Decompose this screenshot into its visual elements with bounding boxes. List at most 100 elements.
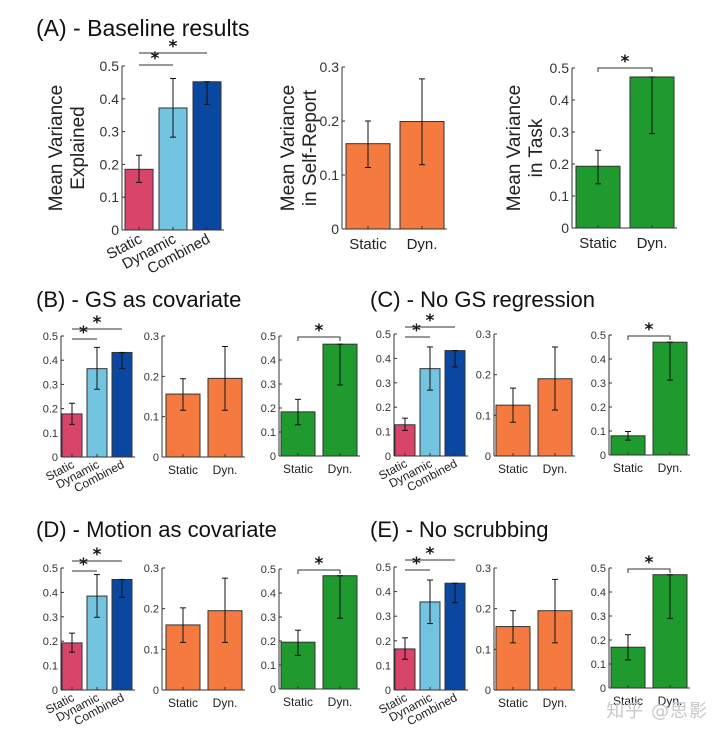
chart-c3-ytick-label: 0.1 bbox=[591, 426, 606, 438]
chart-a1-significance-star: * bbox=[151, 49, 160, 69]
chart-c3-ytick-label: 0.4 bbox=[591, 354, 606, 366]
chart-b1-ytick-label: 0.2 bbox=[43, 404, 58, 416]
chart-c1-significance-star: * bbox=[412, 321, 421, 341]
chart-c3-xtick-label: Dyn. bbox=[658, 461, 683, 475]
chart-b3-xtick-label: Dyn. bbox=[328, 462, 353, 476]
panel-a-title: (A) - Baseline results bbox=[36, 15, 250, 41]
chart-d1-ytick-label: 0 bbox=[52, 685, 58, 697]
chart-a2-ytick-label: 0.2 bbox=[320, 113, 340, 129]
chart-a1-ytick-label: 0.3 bbox=[100, 124, 120, 140]
chart-a3-xtick-label: Dyn. bbox=[637, 235, 668, 252]
chart-b3-xtick-label: Static bbox=[283, 462, 313, 476]
chart-d1-significance-star: * bbox=[79, 555, 88, 575]
chart-c1-significance-star: * bbox=[426, 311, 435, 331]
chart-a2-y-axis-label: in Self-Report bbox=[300, 89, 321, 206]
chart-a2-y-axis-label: Mean Variance bbox=[278, 85, 299, 211]
chart-b3-ytick-label: 0.2 bbox=[261, 403, 276, 415]
chart-d3-ytick-label: 0.4 bbox=[261, 588, 276, 600]
chart-d3-ytick-label: 0 bbox=[270, 684, 276, 696]
chart-c3-xtick-label: Static bbox=[613, 461, 643, 475]
chart-d2-ytick-label: 0.1 bbox=[144, 644, 159, 656]
chart-e3-significance-bracket bbox=[627, 568, 671, 573]
chart-a3-ytick-label: 0.5 bbox=[550, 60, 570, 76]
chart-a1-significance-star: * bbox=[169, 37, 178, 57]
chart-a2-xtick-label: Dyn. bbox=[407, 236, 438, 253]
chart-b1-ytick-label: 0.4 bbox=[43, 355, 58, 367]
chart-e2-ytick-label: 0.2 bbox=[476, 604, 491, 616]
chart-b1-significance-star: * bbox=[93, 313, 102, 333]
chart-a1-ytick-label: 0.2 bbox=[100, 156, 120, 172]
chart-a3-ytick-label: 0.4 bbox=[550, 92, 570, 108]
chart-d3-ytick-label: 0.1 bbox=[261, 660, 276, 672]
chart-d3-xtick-label: Static bbox=[283, 695, 313, 709]
chart-c2-ytick-label: 0.2 bbox=[476, 370, 491, 382]
chart-b3-significance-bracket bbox=[297, 336, 341, 341]
chart-b2-ytick-label: 0.2 bbox=[144, 371, 159, 383]
chart-b1-ytick-label: 0 bbox=[52, 452, 58, 464]
watermark: 知乎 @思影 bbox=[606, 701, 708, 722]
panel-e-title: (E) - No scrubbing bbox=[370, 517, 549, 542]
chart-a3-significance-star: * bbox=[621, 52, 630, 72]
chart-b1-significance-star: * bbox=[79, 323, 88, 343]
chart-a1-ytick-label: 0.4 bbox=[100, 91, 120, 107]
chart-b2-ytick-label: 0.3 bbox=[144, 331, 159, 343]
panel-d-title: (D) - Motion as covariate bbox=[36, 517, 277, 542]
chart-b3-ytick-label: 0.4 bbox=[261, 355, 276, 367]
chart-a1-y-axis-label: Mean Variance bbox=[46, 85, 67, 211]
chart-c3-ytick-label: 0.2 bbox=[591, 402, 606, 414]
chart-a3-xtick-label: Static bbox=[579, 235, 617, 252]
chart-d1-ytick-label: 0.5 bbox=[43, 563, 58, 575]
chart-c3-ytick-label: 0.3 bbox=[591, 378, 606, 390]
chart-d1-ytick-label: 0.1 bbox=[43, 661, 58, 673]
chart-e1-ytick-label: 0.3 bbox=[376, 611, 391, 623]
panel-c-title: (C) - No GS regression bbox=[370, 287, 595, 312]
chart-e3-ytick-label: 0.2 bbox=[591, 635, 606, 647]
chart-a1-ytick-label: 0.1 bbox=[100, 189, 120, 205]
chart-a3-ytick-label: 0.2 bbox=[550, 156, 570, 172]
chart-a3-y-axis-label: in Task bbox=[526, 118, 547, 177]
chart-e3-significance-star: * bbox=[645, 553, 654, 573]
chart-a3-significance-bracket bbox=[597, 67, 653, 72]
panel-b-title: (B) - GS as covariate bbox=[36, 287, 242, 312]
chart-d1-ytick-label: 0.3 bbox=[43, 612, 58, 624]
chart-e3-xtick-label: Static bbox=[613, 694, 643, 708]
chart-e1-ytick-label: 0.1 bbox=[376, 660, 391, 672]
chart-c2-xtick-label: Dyn. bbox=[543, 462, 568, 476]
chart-b3-ytick-label: 0.1 bbox=[261, 427, 276, 439]
chart-d3-ytick-label: 0.3 bbox=[261, 612, 276, 624]
chart-a3-ytick-label: 0.3 bbox=[550, 124, 570, 140]
chart-c2-xtick-label: Static bbox=[498, 462, 528, 476]
chart-b3-significance-star: * bbox=[315, 321, 324, 341]
chart-a2-ytick-label: 0 bbox=[331, 221, 339, 237]
chart-e3-ytick-label: 0.5 bbox=[591, 563, 606, 575]
chart-a1-ytick-label: 0.5 bbox=[100, 58, 120, 74]
chart-c3-significance-star: * bbox=[645, 320, 654, 340]
chart-c3-significance-bracket bbox=[627, 335, 671, 340]
chart-d2-ytick-label: 0.2 bbox=[144, 604, 159, 616]
chart-c3-ytick-label: 0.5 bbox=[591, 330, 606, 342]
chart-d3-significance-bracket bbox=[297, 569, 341, 574]
chart-d3-ytick-label: 0.5 bbox=[261, 564, 276, 576]
chart-d2-xtick-label: Static bbox=[168, 696, 198, 710]
chart-b2-ytick-label: 0.1 bbox=[144, 412, 159, 424]
chart-c2-ytick-label: 0.3 bbox=[476, 329, 491, 341]
chart-d2-ytick-label: 0.3 bbox=[144, 563, 159, 575]
chart-a3-ytick-label: 0.1 bbox=[550, 188, 570, 204]
chart-e1-ytick-label: 0.2 bbox=[376, 636, 391, 648]
chart-e3-ytick-label: 0.3 bbox=[591, 611, 606, 623]
chart-e1-ytick-label: 0 bbox=[385, 685, 391, 697]
chart-d2-ytick-label: 0 bbox=[153, 685, 159, 697]
chart-e1-significance-star: * bbox=[426, 544, 435, 564]
chart-e3-ytick-label: 0 bbox=[600, 683, 606, 695]
chart-b2-xtick-label: Static bbox=[168, 463, 198, 477]
chart-b3-ytick-label: 0 bbox=[270, 451, 276, 463]
chart-d2-xtick-label: Dyn. bbox=[213, 696, 238, 710]
chart-a1-y-axis-label: Explained bbox=[68, 106, 89, 189]
chart-c1-ytick-label: 0.5 bbox=[376, 329, 391, 341]
chart-c1-ytick-label: 0 bbox=[385, 451, 391, 463]
chart-d3-ytick-label: 0.2 bbox=[261, 636, 276, 648]
chart-b1-ytick-label: 0.3 bbox=[43, 379, 58, 391]
chart-a2-ytick-label: 0.3 bbox=[320, 59, 340, 75]
chart-c1-ytick-label: 0.2 bbox=[376, 402, 391, 414]
chart-e2-xtick-label: Static bbox=[498, 696, 528, 710]
